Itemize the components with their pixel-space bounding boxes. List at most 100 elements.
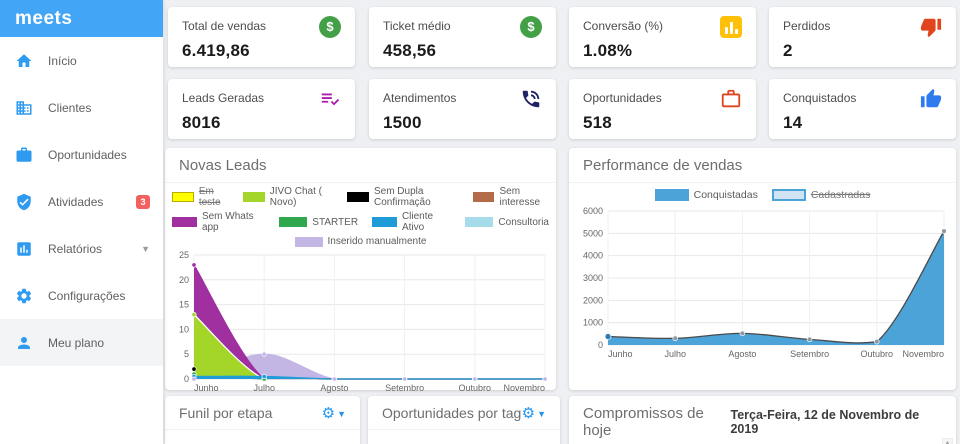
card-title: Performance de vendas: [583, 157, 743, 174]
data-point[interactable]: [604, 333, 612, 340]
data-point[interactable]: [472, 376, 478, 382]
app-logo[interactable]: meets: [0, 0, 163, 37]
area-series: [194, 376, 545, 379]
performance-card: Performance de vendas Conquistadas Cadas…: [569, 148, 956, 390]
sidebar-item-label: Atividades: [48, 194, 104, 209]
playlist-check-icon: [321, 93, 340, 106]
legend-item[interactable]: Inserido manualmente: [294, 236, 426, 247]
legend-item[interactable]: STARTER: [279, 211, 358, 233]
x-tick-label: Agosto: [320, 383, 348, 393]
sidebar-item-label: Clientes: [48, 100, 92, 115]
kpi-card-perdidos: Perdidos 2: [769, 7, 956, 67]
sidebar-item-clientes[interactable]: Clientes: [0, 84, 163, 131]
y-tick-label: 0: [184, 374, 189, 384]
sidebar-item-label: Início: [48, 53, 77, 68]
data-point[interactable]: [806, 336, 813, 343]
kpi-value: 1500: [383, 113, 422, 132]
sidebar-item-configuracoes[interactable]: Configurações: [0, 272, 163, 319]
x-tick-label: Novembro: [503, 383, 545, 393]
legend-item[interactable]: Cadastradas: [771, 189, 870, 201]
kpi-label: Ticket médio: [383, 19, 451, 33]
card-header: Novas Leads: [165, 148, 556, 183]
data-point[interactable]: [402, 376, 408, 382]
kpi-card-atendimentos: Atendimentos 1500: [369, 79, 556, 139]
kpi-value: 8016: [182, 113, 221, 132]
sidebar-item-label: Meu plano: [48, 335, 105, 350]
data-point[interactable]: [191, 376, 197, 382]
x-tick-label: Junho: [194, 383, 219, 393]
y-tick-label: 5: [184, 349, 189, 359]
data-point[interactable]: [873, 338, 880, 345]
legend-swatch: [242, 192, 265, 202]
y-tick-label: 5000: [583, 228, 603, 238]
funnel-chart[interactable]: [368, 434, 560, 444]
data-point[interactable]: [739, 330, 746, 337]
bar-chart-square-icon: [720, 16, 742, 38]
x-tick-label: Agosto: [728, 349, 756, 359]
funnel-settings-button[interactable]: ⚙ ▼: [322, 406, 346, 421]
shield-check-icon: [17, 193, 31, 210]
legend-item[interactable]: Conquistadas: [654, 189, 758, 201]
sidebar-item-inicio[interactable]: Início: [0, 37, 163, 84]
kpi-value: 14: [783, 113, 803, 132]
legend-swatch: [465, 217, 494, 227]
novas-leads-chart[interactable]: 0 5 10 15 20 25 Junho Julho Agosto Setembro Outubr…: [172, 249, 549, 397]
y-tick-label: 0: [598, 340, 603, 350]
kpi-label: Oportunidades: [583, 91, 662, 105]
data-point[interactable]: [261, 373, 267, 380]
y-tick-label: 3000: [583, 273, 603, 283]
gear-icon: ⚙: [521, 404, 536, 422]
gear-icon: [16, 288, 32, 303]
data-point[interactable]: [191, 311, 197, 318]
x-tick-label: Julho: [664, 349, 686, 359]
performance-legend: Conquistadas Cadastradas: [569, 189, 956, 201]
legend-item[interactable]: Em teste: [172, 186, 229, 208]
data-point[interactable]: [261, 351, 267, 357]
tags-settings-button[interactable]: ⚙ ▼: [522, 406, 546, 421]
card-title: Funil por etapa: [179, 405, 273, 421]
sidebar-item-oportunidades[interactable]: Oportunidades: [0, 131, 163, 178]
legend-swatch: [172, 192, 194, 202]
card-title: Oportunidades por tag: [382, 405, 522, 421]
area-series: [194, 264, 545, 379]
legend-item[interactable]: Sem interesse: [472, 186, 549, 208]
gear-icon: ⚙: [321, 404, 336, 422]
kpi-value: 2: [783, 41, 793, 60]
data-point[interactable]: [542, 376, 548, 382]
legend-item[interactable]: Consultoria: [465, 211, 549, 233]
x-tick-label: Junho: [608, 349, 633, 359]
y-tick-label: 25: [179, 250, 189, 260]
oportunidades-tag-card: Oportunidades por tag ⚙ ▼: [368, 396, 560, 444]
legend-item[interactable]: JIVO Chat ( Novo): [242, 186, 333, 208]
data-point[interactable]: [331, 376, 337, 382]
legend-swatch: [347, 192, 369, 202]
legend-item[interactable]: Sem Dupla Confirmação: [347, 186, 459, 208]
legend-swatch: [654, 189, 689, 201]
kpi-value: 1.08%: [583, 41, 633, 60]
sidebar: meets Início Clientes Oportunidades Ativ…: [0, 0, 163, 444]
novas-leads-legend: Em teste JIVO Chat ( Novo) Sem Dupla Con…: [165, 183, 556, 247]
kpi-label: Atendimentos: [383, 91, 457, 105]
area-series: [194, 314, 545, 379]
legend-item[interactable]: Cliente Ativo: [372, 211, 451, 233]
home-icon: [16, 53, 32, 67]
funnel-chart[interactable]: [165, 434, 360, 444]
data-point[interactable]: [941, 228, 947, 234]
sidebar-item-meu-plano[interactable]: Meu plano: [0, 319, 163, 366]
sidebar-item-atividades[interactable]: Atividades 3: [0, 178, 163, 225]
thumbs-up-icon: [920, 88, 942, 108]
appointments-scrollbar[interactable]: ▲: [942, 438, 953, 444]
legend-swatch: [279, 217, 308, 227]
data-point[interactable]: [191, 366, 197, 372]
data-point[interactable]: [672, 335, 678, 342]
today-date-label: Terça-Feira, 12 de Novembro de 2019: [730, 408, 920, 436]
sidebar-item-relatorios[interactable]: Relatórios ▼: [0, 225, 163, 272]
bar-chart-icon: [17, 241, 31, 256]
performance-chart[interactable]: 0 1000 2000 3000 4000 5000 6000 Junho Julho Agost…: [576, 203, 949, 363]
data-point[interactable]: [191, 262, 197, 268]
dollar-circle-icon: $: [520, 16, 542, 38]
area-series: [608, 231, 944, 345]
x-tick-label: Outubro: [861, 349, 894, 359]
legend-item[interactable]: Sem Whats app: [172, 211, 265, 233]
kpi-card-conversao: Conversão (%) 1.08%: [569, 7, 756, 67]
